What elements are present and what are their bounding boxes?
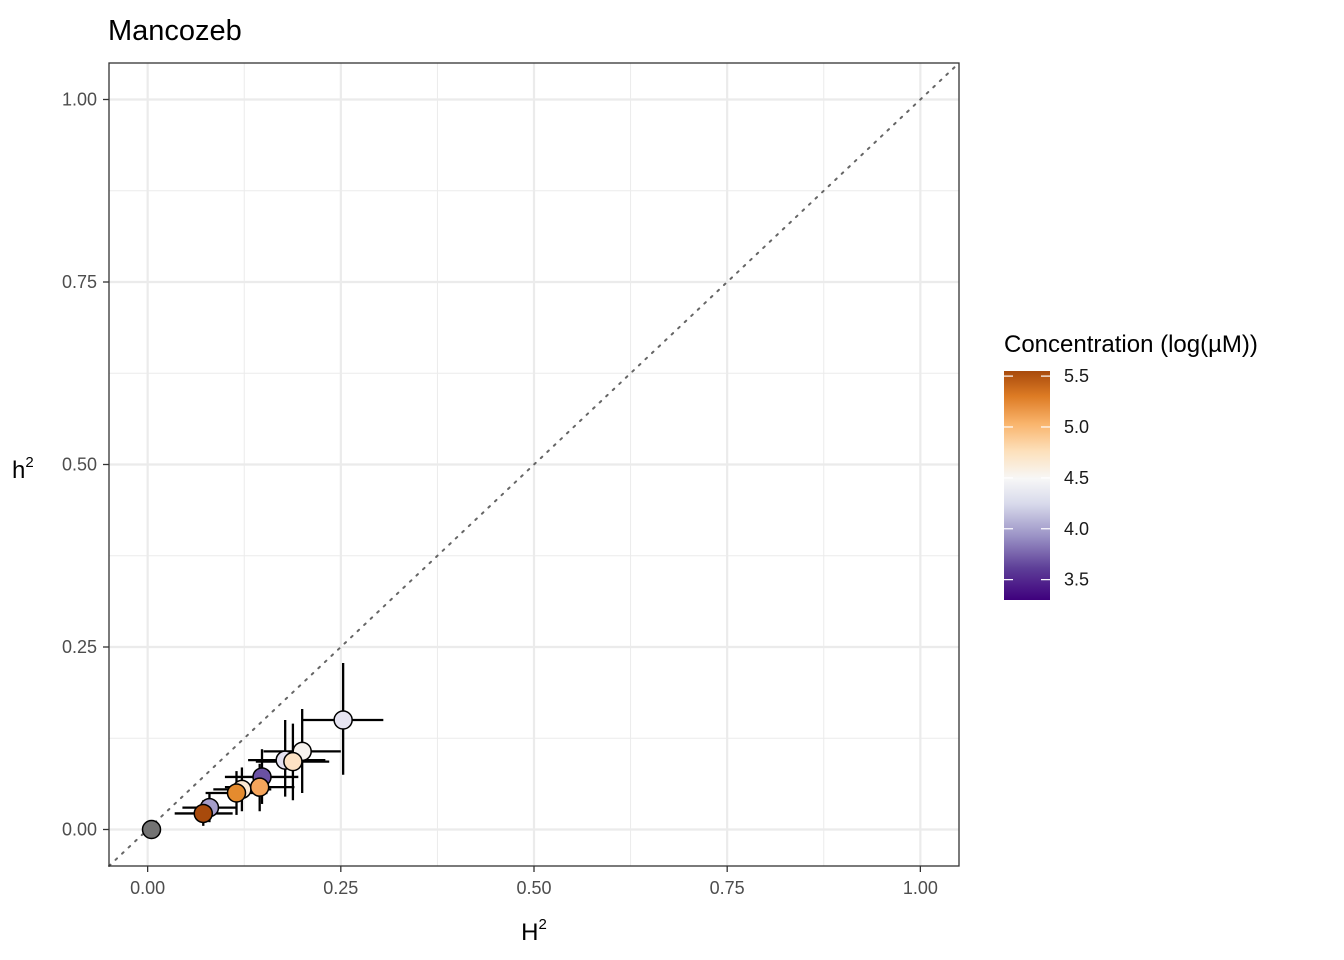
legend-breaks: 3.5 4.0 4.5 5.0 5.5 <box>1004 366 1089 590</box>
y-tick-label: 0.75 <box>62 272 97 292</box>
x-tick-label: 1.00 <box>903 878 938 898</box>
x-tick-label: 0.75 <box>710 878 745 898</box>
x-tick-label: 0.25 <box>323 878 358 898</box>
chart-title: Mancozeb <box>108 15 242 47</box>
data-point <box>283 751 303 772</box>
legend-break-label: 4.5 <box>1064 468 1089 488</box>
x-axis-ticks: 0.00 0.25 0.50 0.75 1.00 <box>130 866 938 898</box>
x-tick-label: 0.00 <box>130 878 165 898</box>
x-axis-title-superscript: 2 <box>539 916 547 933</box>
y-axis-ticks: 0.00 0.25 0.50 0.75 1.00 <box>62 90 109 840</box>
data-points <box>141 710 353 840</box>
legend-break-label: 5.5 <box>1064 366 1089 386</box>
data-point <box>141 819 162 840</box>
legend-break-label: 4.0 <box>1064 519 1089 539</box>
legend-break-label: 3.5 <box>1064 570 1089 590</box>
data-point <box>249 777 270 797</box>
data-point <box>226 783 247 803</box>
data-point <box>333 710 353 730</box>
x-axis-title-base: H <box>521 919 538 946</box>
legend-title: Concentration (log(µM)) <box>1004 331 1258 358</box>
x-axis-title: H2 <box>521 916 547 946</box>
y-axis-title: h2 <box>12 454 34 484</box>
y-tick-label: 0.25 <box>62 637 97 657</box>
legend-break-label: 5.0 <box>1064 417 1089 437</box>
legend: Concentration (log(µM)) 3.5 4.0 4.5 5.0 5.5 <box>1004 331 1258 600</box>
reference-line <box>108 62 960 867</box>
legend-colorbar <box>1004 371 1050 600</box>
y-tick-label: 0.50 <box>62 455 97 475</box>
x-tick-label: 0.50 <box>516 878 551 898</box>
data-point <box>193 803 214 824</box>
y-tick-label: 1.00 <box>62 90 97 110</box>
y-tick-label: 0.00 <box>62 820 97 840</box>
y-axis-title-base: h <box>12 457 25 484</box>
y-axis-title-superscript: 2 <box>25 454 33 471</box>
